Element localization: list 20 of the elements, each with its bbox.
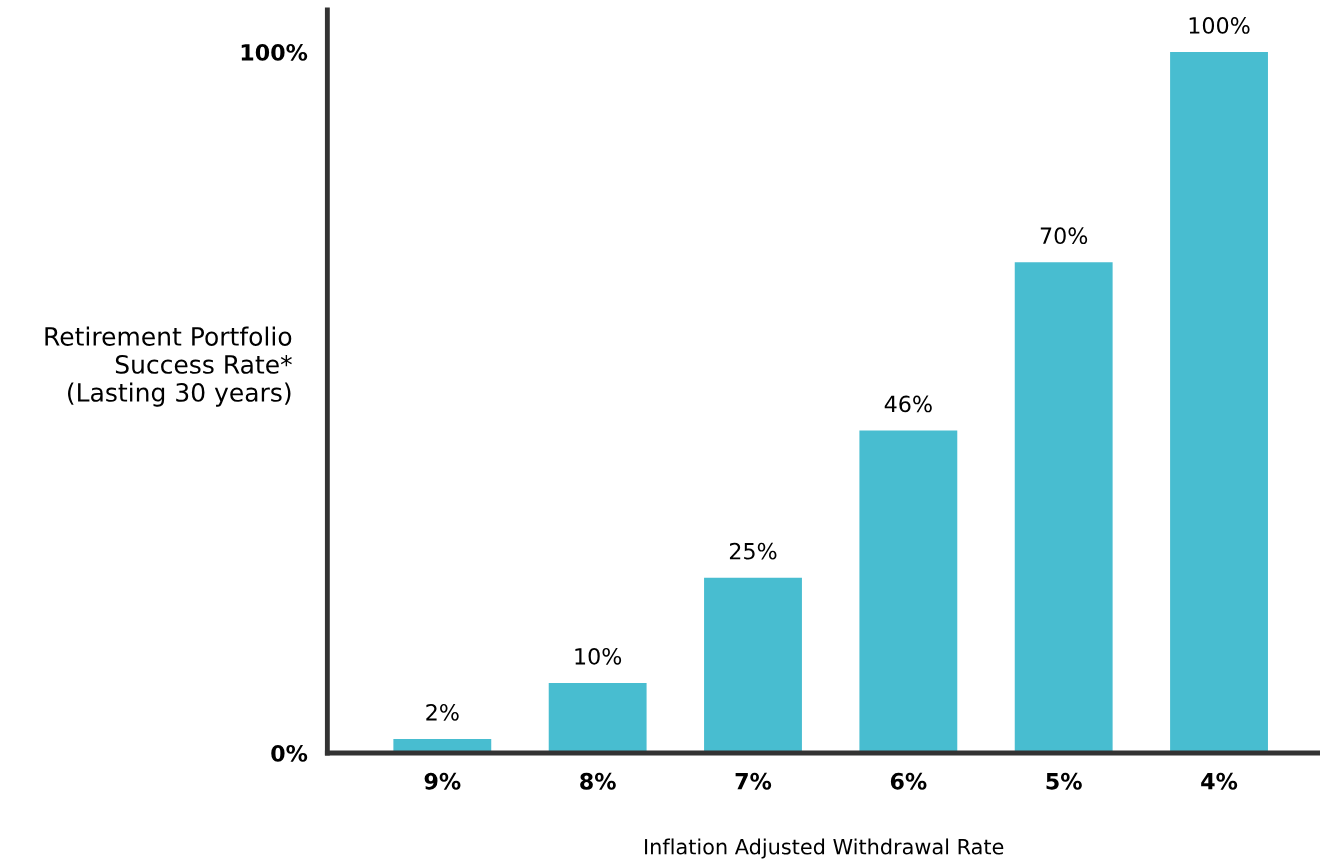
x-tick-label: 8%: [580, 772, 616, 790]
data-label: 46%: [884, 395, 932, 413]
x-tick-label: 9%: [424, 772, 461, 790]
bar: [704, 577, 802, 753]
data-label: 100%: [1189, 17, 1250, 34]
x-tick-label: 5%: [1046, 772, 1082, 790]
x-tick-label: 7%: [735, 772, 772, 790]
bar: [1170, 52, 1268, 753]
x-tick-label: 6%: [890, 772, 927, 790]
x-tick-label: 4%: [1201, 772, 1238, 790]
bar: [859, 430, 958, 753]
bar: [1014, 262, 1113, 753]
data-label: 70%: [1040, 227, 1088, 245]
y-axis-title: Retirement Portfolio Success Rate* (Lasting 30 years): [45, 326, 292, 407]
data-label: 10%: [575, 647, 622, 665]
bar: [548, 682, 647, 753]
y-tick-label: 0%: [271, 744, 308, 762]
x-axis-title: Inflation Adjusted Withdrawal Rate: [645, 838, 1004, 859]
data-label: 2%: [426, 703, 459, 721]
data-label: 25%: [729, 542, 777, 560]
